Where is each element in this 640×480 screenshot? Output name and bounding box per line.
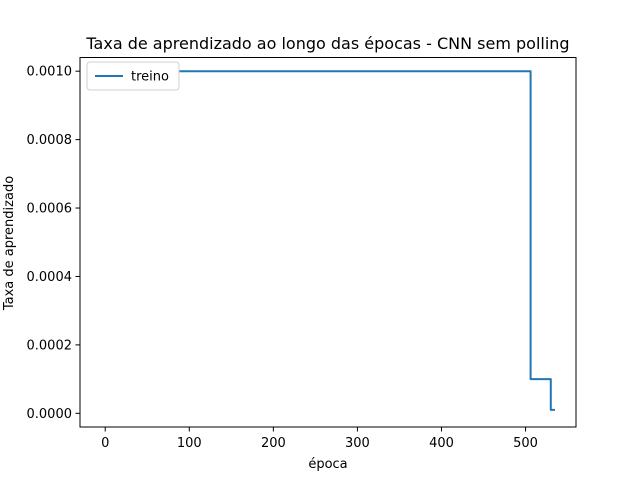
- x-tick-label: 0: [101, 436, 109, 451]
- x-tick-label: 200: [261, 436, 286, 451]
- axes-frame: [79, 57, 577, 428]
- series-line-treino: [105, 70, 555, 411]
- y-tick-label: 0.0002: [27, 338, 73, 353]
- x-tick-label: 400: [429, 436, 454, 451]
- x-tick-label: 500: [513, 436, 538, 451]
- legend: treino: [86, 61, 180, 91]
- x-axis-label: época: [308, 457, 347, 472]
- plot-area: [105, 70, 555, 411]
- legend-label-treino: treino: [131, 70, 169, 85]
- y-axis-ticks: 0.0000 0.0002 0.0004 0.0006 0.0008 0.0010: [27, 65, 80, 422]
- y-tick-label: 0.0004: [27, 270, 73, 285]
- legend-box: [86, 61, 180, 91]
- y-tick-label: 0.0010: [27, 65, 73, 80]
- y-tick-label: 0.0006: [27, 202, 73, 217]
- y-axis-label: Taxa de aprendizado: [2, 176, 17, 311]
- y-tick-label: 0.0000: [27, 407, 73, 422]
- chart-title: Taxa de aprendizado ao longo das épocas …: [85, 34, 569, 53]
- x-tick-label: 100: [177, 436, 202, 451]
- x-tick-label: 300: [345, 436, 370, 451]
- y-tick-label: 0.0008: [27, 133, 73, 148]
- x-axis-ticks: 0 100 200 300 400 500: [101, 427, 538, 451]
